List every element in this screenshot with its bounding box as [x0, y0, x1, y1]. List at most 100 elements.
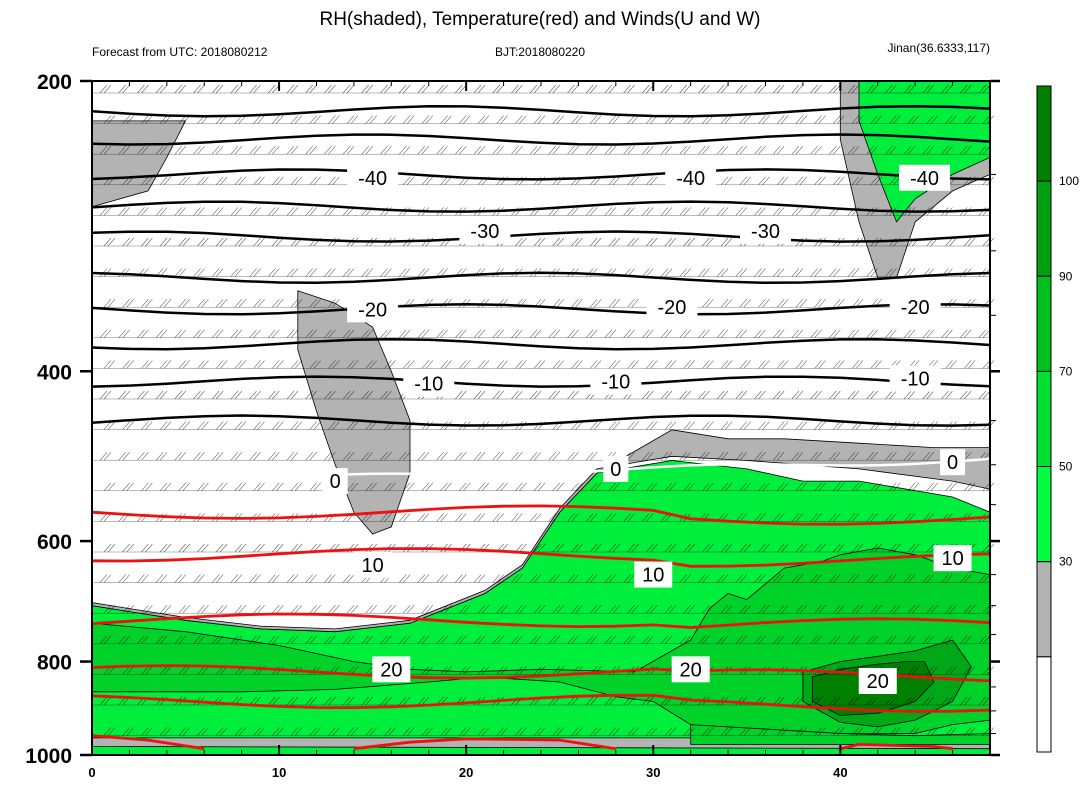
wind-barb: [702, 299, 714, 308]
wind-barb: [197, 482, 209, 491]
wind-barb: [567, 84, 579, 94]
wind-barb: [720, 421, 733, 430]
wind-barb: [141, 666, 153, 675]
wind-barb: [230, 452, 243, 461]
wind-barb: [945, 237, 957, 247]
wind-barb: [533, 605, 546, 614]
wind-barb: [720, 360, 733, 369]
wind-barb: [758, 421, 770, 430]
wind-barb: [122, 605, 134, 614]
wind-barb: [851, 482, 864, 491]
wind-barb: [683, 421, 695, 430]
wind-barb: [211, 146, 224, 155]
wind-barb: [833, 482, 845, 491]
wind-barb: [492, 513, 504, 522]
wind-barb: [178, 299, 191, 308]
wind-barb: [193, 452, 205, 461]
wind-barb: [851, 360, 864, 369]
isotherm-black-2: [91, 168, 991, 181]
wind-barb: [739, 482, 752, 491]
wind-barb: [309, 727, 321, 736]
wind-barb: [384, 605, 396, 614]
wind-barb: [234, 727, 247, 736]
wind-barb: [361, 390, 374, 400]
wind-barb: [679, 452, 691, 461]
wind-barb: [608, 299, 621, 308]
wind-barb: [739, 605, 752, 614]
wind-barb: [604, 635, 617, 644]
wind-barb: [941, 390, 953, 400]
wind-barb: [810, 329, 822, 338]
wind-barb: [571, 482, 583, 491]
wind-barb: [959, 84, 972, 94]
wind-barb: [922, 452, 935, 461]
wind-barb: [286, 635, 299, 644]
wind-barb: [758, 115, 770, 124]
wind-barb: [122, 237, 134, 247]
wind-barb: [305, 84, 317, 94]
wind-barb: [552, 360, 565, 369]
wind-barb: [286, 452, 299, 461]
wind-barb: [941, 146, 953, 155]
wind-barb: [477, 727, 490, 736]
wind-barb: [571, 421, 583, 430]
wind-barb: [496, 482, 508, 491]
wind-barb: [211, 635, 224, 644]
wind-barb: [215, 176, 228, 185]
wind-barb: [642, 84, 654, 94]
wind-barb: [155, 635, 168, 644]
wind-barb: [197, 421, 209, 430]
wind-barb: [702, 360, 714, 369]
wind-barb: [272, 237, 284, 247]
wind-barb: [440, 176, 452, 185]
wind-barb: [885, 513, 897, 522]
wind-barb: [829, 452, 841, 461]
isotherm-label-10: -10: [901, 369, 930, 391]
wind-barb: [683, 543, 695, 553]
wind-barb: [324, 696, 336, 706]
wind-barb: [922, 635, 935, 644]
wind-barb: [234, 421, 247, 430]
wind-barb: [829, 513, 841, 522]
wind-barb: [174, 84, 187, 94]
wind-barb: [791, 452, 804, 461]
wind-barb: [234, 176, 247, 185]
wind-barb: [159, 605, 172, 614]
wind-barb: [702, 543, 714, 553]
wind-barb: [866, 329, 878, 338]
y-tick-label-2: 600: [37, 531, 72, 554]
isotherm-label-3-bg: [459, 217, 511, 244]
wind-barb: [155, 146, 168, 155]
wind-barb: [847, 635, 860, 644]
wind-barb: [963, 605, 976, 614]
wind-barb: [698, 329, 710, 338]
wind-barb: [945, 115, 957, 124]
wind-barb: [440, 482, 452, 491]
wind-barb: [941, 574, 953, 583]
wind-barb: [328, 605, 340, 614]
wind-barb: [585, 696, 598, 706]
wind-barb: [178, 176, 191, 185]
isotherm-label-warm-4: 20: [680, 659, 702, 681]
wind-barb: [529, 390, 542, 400]
wind-barb: [529, 513, 542, 522]
wind-barb: [324, 329, 336, 338]
wind-barb: [589, 115, 602, 124]
wind-barb: [477, 482, 490, 491]
wind-barb: [548, 84, 561, 94]
wind-barb: [552, 666, 565, 675]
wind-barb: [309, 360, 321, 369]
wind-barb: [941, 84, 953, 94]
wind-barb: [702, 421, 714, 430]
wind-barb: [698, 146, 710, 155]
wind-barb: [585, 329, 598, 338]
wind-barb: [384, 482, 396, 491]
wind-barb: [866, 635, 878, 644]
wind-barb: [810, 635, 822, 644]
wind-barb: [660, 635, 673, 644]
wind-barb: [328, 115, 340, 124]
wind-barb: [361, 329, 374, 338]
wind-barb: [324, 84, 336, 94]
wind-barb: [814, 421, 826, 430]
wind-barb: [851, 543, 864, 553]
